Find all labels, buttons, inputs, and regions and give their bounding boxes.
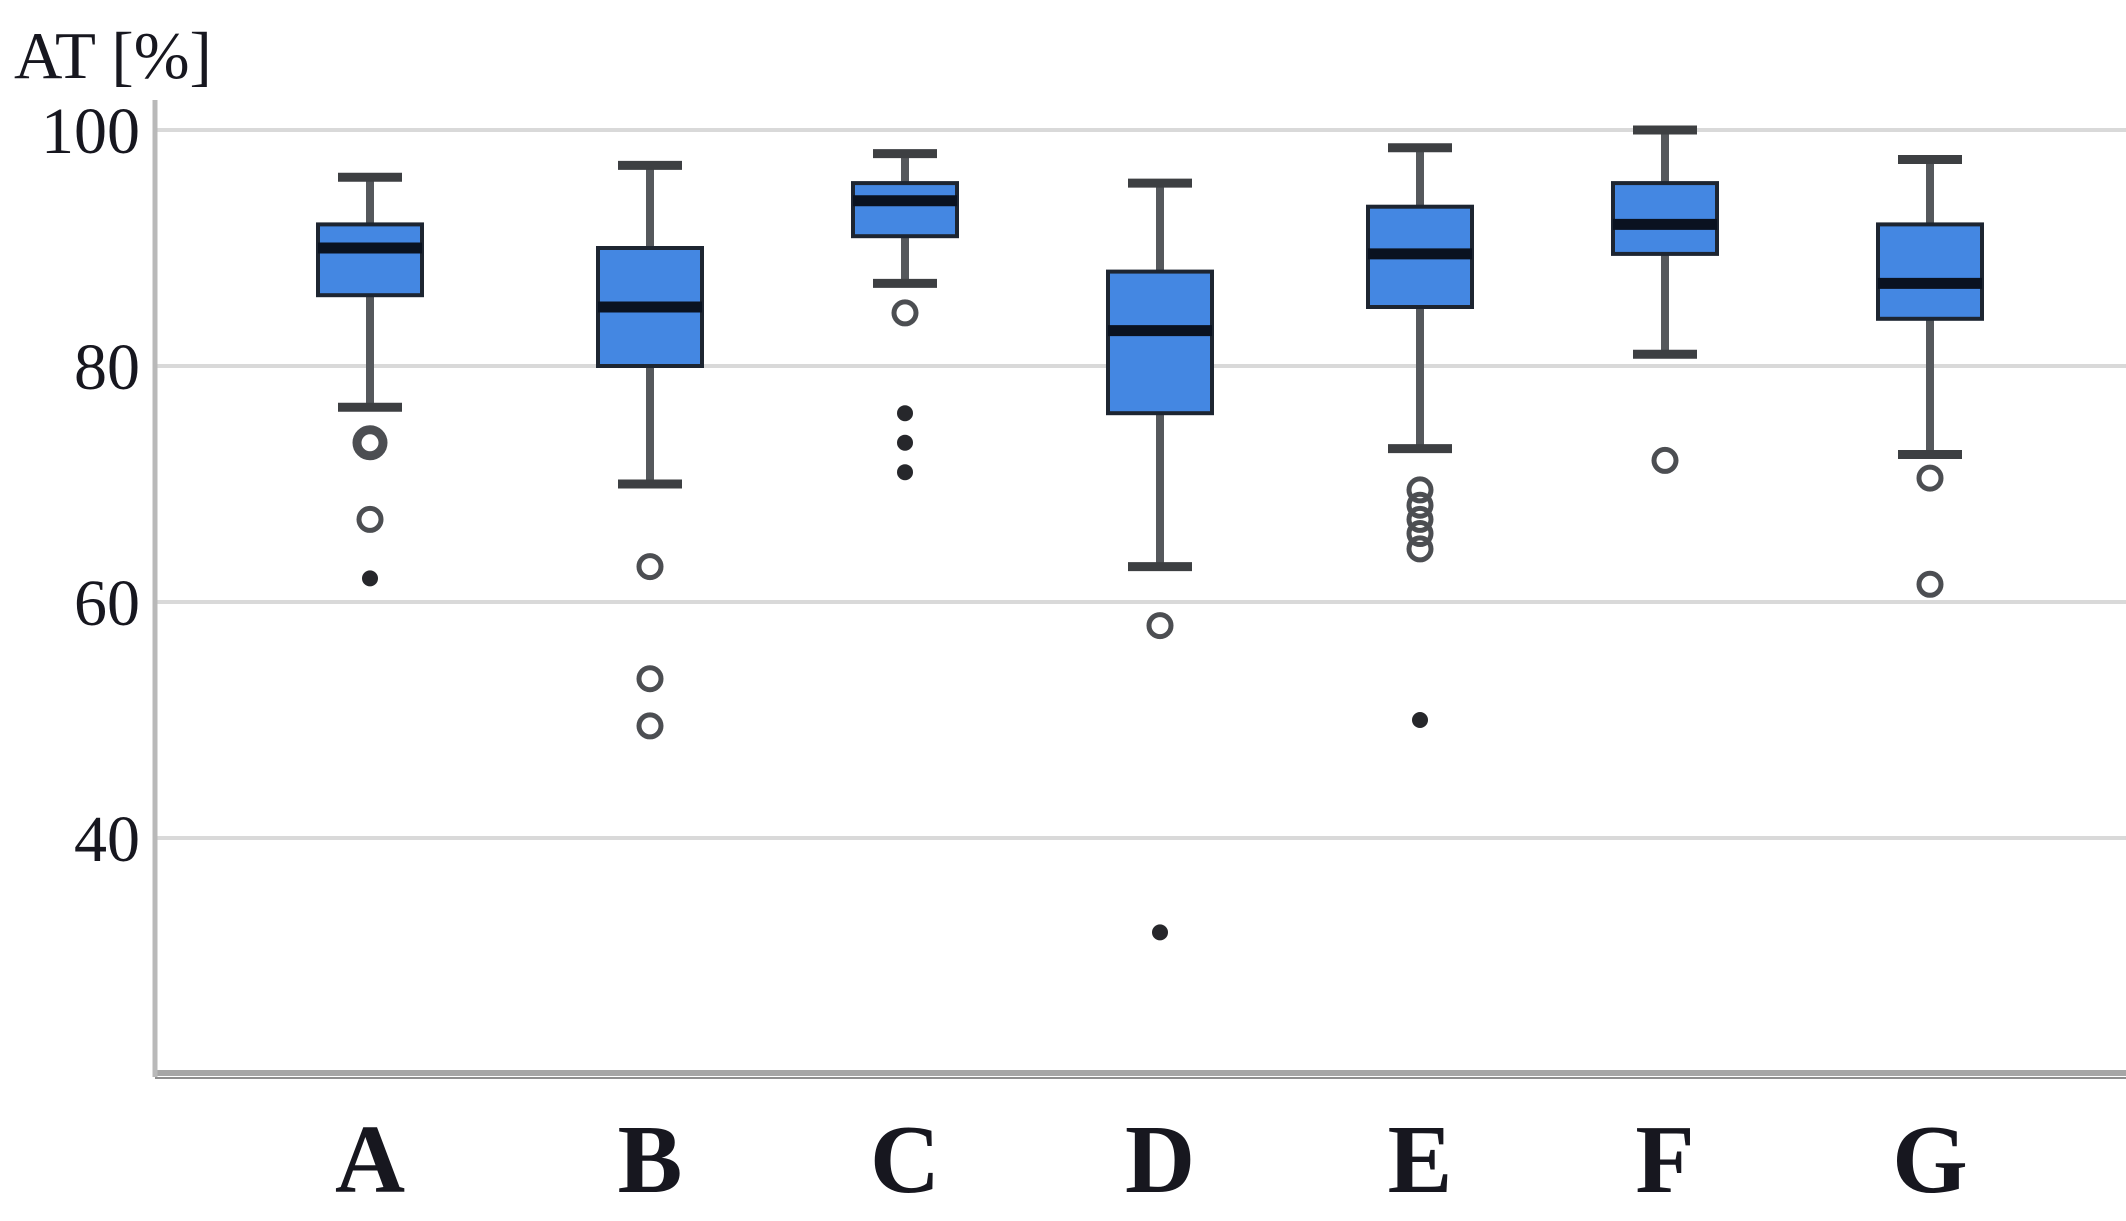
box-A <box>316 222 424 298</box>
outlier-ring-B-0 <box>636 553 664 581</box>
category-label-F: F <box>1635 1106 1694 1213</box>
outlier-ring-E-1 <box>1406 491 1434 519</box>
outlier-ring-E-3 <box>1406 520 1434 548</box>
outlier-ring-A-0 <box>356 505 384 533</box>
y-tick-label-60: 60 <box>74 567 140 640</box>
outlier-dot-C-2 <box>897 464 913 481</box>
y-tick-label-80: 80 <box>74 331 140 404</box>
box-D <box>1106 269 1214 416</box>
outlier-ring-B-1 <box>636 665 664 693</box>
category-label-A: A <box>335 1106 405 1213</box>
outlier-bold-ring-A-0 <box>352 425 388 461</box>
y-axis-title: AT [%] <box>14 19 212 93</box>
outlier-dot-C-1 <box>897 434 913 451</box>
outlier-dot-D-0 <box>1152 924 1168 941</box>
outlier-ring-F-0 <box>1651 446 1679 474</box>
outlier-ring-D-0 <box>1146 612 1174 640</box>
outlier-ring-C-0 <box>891 299 919 327</box>
category-label-B: B <box>618 1106 683 1213</box>
outlier-ring-B-2 <box>636 712 664 740</box>
y-tick-label-100: 100 <box>41 95 140 168</box>
outlier-dot-C-0 <box>897 405 913 422</box>
outlier-ring-E-2 <box>1406 505 1434 533</box>
category-label-G: G <box>1892 1106 1967 1213</box>
box-C <box>851 181 959 239</box>
box-G <box>1876 222 1984 321</box>
category-label-C: C <box>870 1106 940 1213</box>
category-label-D: D <box>1125 1106 1195 1213</box>
outlier-ring-E-4 <box>1406 535 1434 563</box>
y-tick-label-40: 40 <box>74 803 140 876</box>
outlier-ring-G-0 <box>1916 464 1944 492</box>
outlier-dot-E-0 <box>1412 712 1428 728</box>
outlier-ring-G-1 <box>1916 570 1944 598</box>
category-label-E: E <box>1388 1106 1453 1213</box>
outlier-dot-A-0 <box>362 570 378 587</box>
outlier-ring-E-0 <box>1406 476 1434 504</box>
box-F <box>1611 181 1719 256</box>
